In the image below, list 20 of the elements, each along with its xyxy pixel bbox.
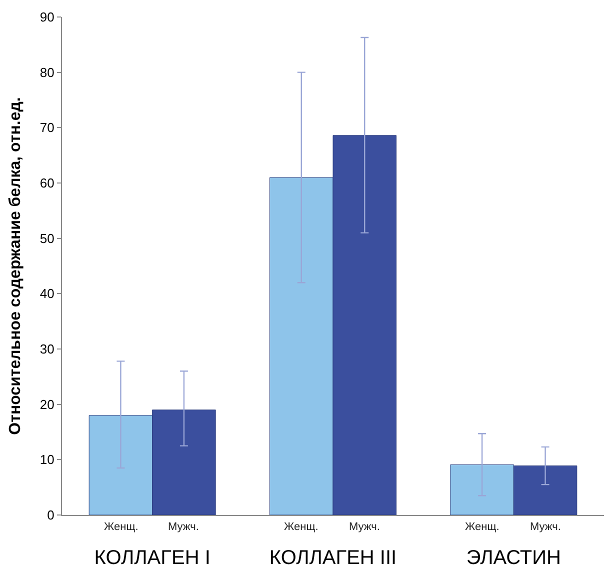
y-tick-label: 30 — [40, 342, 54, 357]
series-label: Женщ. — [104, 521, 138, 533]
y-tick-label: 70 — [40, 120, 54, 136]
y-tick-label: 90 — [40, 10, 54, 25]
y-tick-label: 20 — [40, 396, 54, 412]
x-tick-label: КОЛЛАГЕН III — [269, 547, 397, 569]
text: Женщ. — [284, 521, 318, 533]
x-tick-label: КОЛЛАГЕН I — [94, 547, 210, 569]
text: Женщ. — [465, 521, 500, 533]
series-label: Мужч. — [168, 521, 199, 533]
text: Мужч. — [349, 521, 380, 533]
y-tick-label: 60 — [40, 176, 54, 191]
y-tick-label: 80 — [40, 64, 54, 80]
text: Мужч. — [530, 521, 561, 533]
y-tick-label: 10 — [40, 452, 54, 468]
y-tick-label: 40 — [40, 286, 54, 302]
y-axis-title: Относительное содержание белка, отн.ед. — [6, 97, 24, 435]
x-tick-label: ЭЛАСТИН — [466, 547, 561, 569]
y-tick-label: 50 — [40, 230, 54, 246]
y-tick-label: 0 — [47, 508, 54, 523]
